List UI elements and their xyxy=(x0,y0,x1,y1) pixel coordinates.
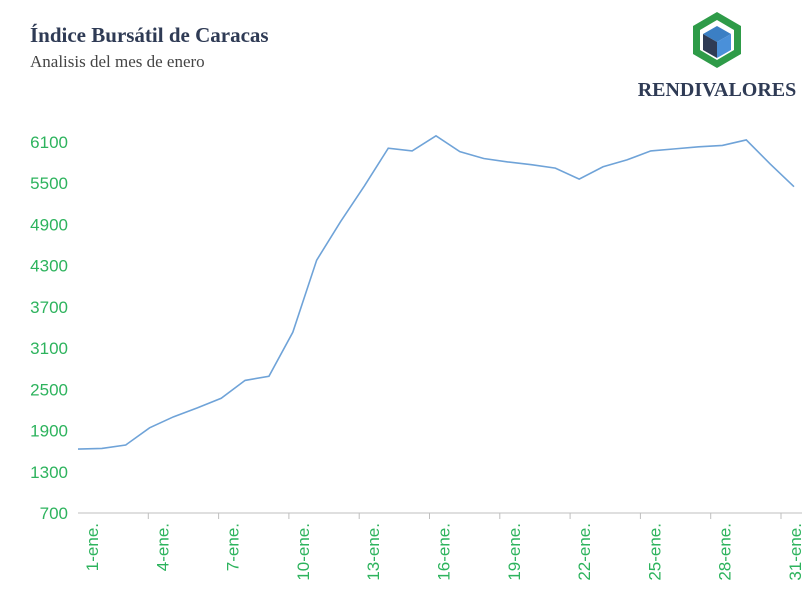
x-tick-label: 22-ene. xyxy=(575,523,594,581)
line xyxy=(77,134,795,450)
x-tick-label: 16-ene. xyxy=(435,523,454,581)
chart-subtitle: Analisis del mes de enero xyxy=(30,52,205,71)
x-tick-label: 4-ene. xyxy=(153,523,172,571)
brand: RENDIVALORES xyxy=(638,79,797,101)
logo xyxy=(693,12,741,68)
y-tick-label: 1900 xyxy=(30,422,68,441)
y-tick-label: 5500 xyxy=(30,174,68,193)
x-tick-label: 1-ene. xyxy=(83,523,102,571)
x-tick-label: 31-ene. xyxy=(786,523,805,581)
y-tick-label: 3100 xyxy=(30,339,68,358)
x-tick-label: 7-ene. xyxy=(224,523,243,571)
y-tick-label: 4300 xyxy=(30,257,68,276)
y-tick-label: 2500 xyxy=(30,380,68,399)
x-tick-label: 13-ene. xyxy=(364,523,383,581)
y-tick-label: 1300 xyxy=(30,463,68,482)
y-tick-label: 4900 xyxy=(30,215,68,234)
y-tick-label: 700 xyxy=(40,504,68,523)
y-tick-label: 6100 xyxy=(30,133,68,152)
x-tick-label: 28-ene. xyxy=(716,523,735,581)
y-tick-label: 3700 xyxy=(30,298,68,317)
x-tick-label: 19-ene. xyxy=(505,523,524,581)
x-tick-label: 10-ene. xyxy=(294,523,313,581)
chart-title: Índice Bursátil de Caracas xyxy=(30,23,269,47)
x-tick-label: 25-ene. xyxy=(645,523,664,581)
